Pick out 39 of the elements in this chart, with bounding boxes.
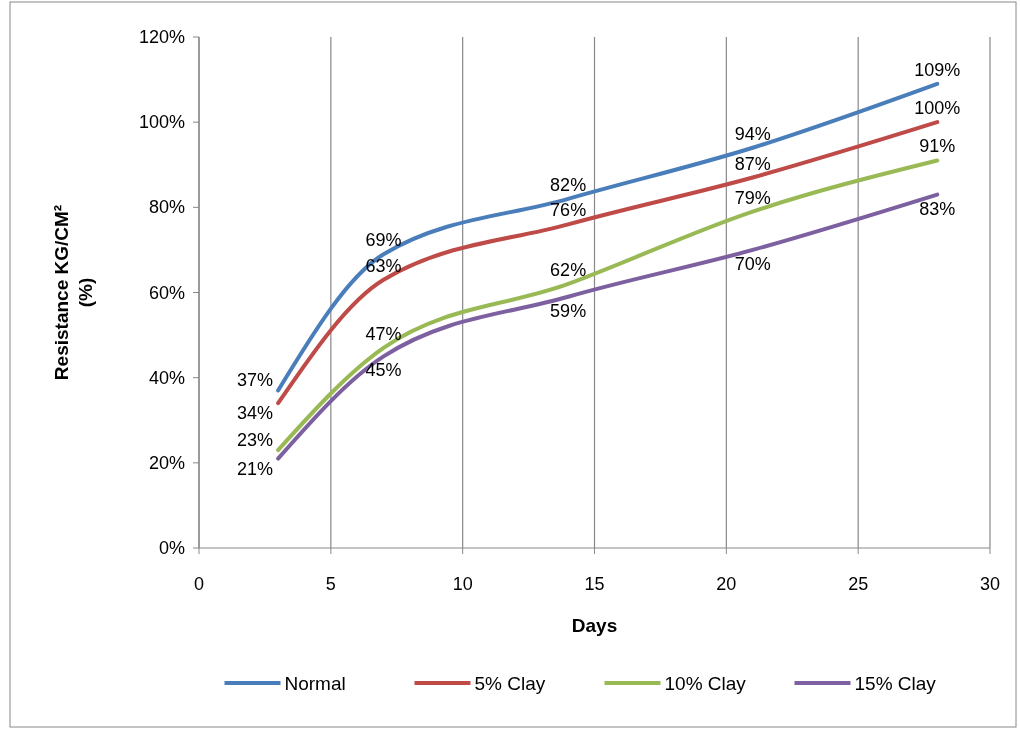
data-label: 79% (734, 187, 771, 208)
y-tick-label: 80% (148, 197, 185, 218)
x-axis-title: Days (571, 615, 618, 636)
data-label: 100% (914, 98, 961, 119)
data-label: 82% (550, 174, 587, 195)
data-label: 62% (550, 259, 587, 280)
x-tick-label: 5 (325, 574, 336, 594)
data-label: 69% (365, 230, 402, 251)
legend-label: Normal (284, 673, 346, 694)
y-tick-label: 100% (138, 112, 185, 133)
data-label: 87% (734, 153, 771, 174)
legend-label: 15% Clay (854, 673, 937, 694)
data-label: 59% (550, 300, 587, 321)
y-tick-label: 20% (148, 452, 185, 473)
x-tick-label: 25 (848, 574, 869, 594)
y-axis-title: Resistance KG/CM² (%) (51, 204, 96, 381)
data-label: 109% (914, 59, 961, 80)
data-label: 91% (919, 136, 956, 157)
legend-label: 5% Clay (474, 673, 546, 694)
data-label: 70% (734, 253, 771, 274)
y-tick-label: 0% (158, 538, 185, 558)
data-label: 37% (237, 370, 274, 391)
data-label: 34% (237, 403, 274, 424)
x-tick-label: 30 (979, 574, 1001, 594)
y-tick-label: 60% (148, 282, 185, 303)
data-label: 83% (919, 198, 956, 219)
data-label: 23% (237, 430, 274, 451)
data-label: 45% (365, 360, 402, 381)
data-label: 21% (237, 458, 274, 479)
y-tick-label: 40% (148, 367, 185, 388)
legend-label: 10% Clay (664, 673, 747, 694)
y-tick-label: 120% (138, 27, 185, 47)
x-tick-label: 20 (716, 574, 737, 594)
data-label: 76% (550, 200, 587, 221)
x-tick-label: 10 (452, 574, 473, 594)
x-tick-label: 15 (584, 574, 605, 594)
x-tick-label: 0 (193, 574, 205, 594)
data-label: 94% (734, 123, 771, 144)
data-label: 47% (365, 323, 402, 344)
